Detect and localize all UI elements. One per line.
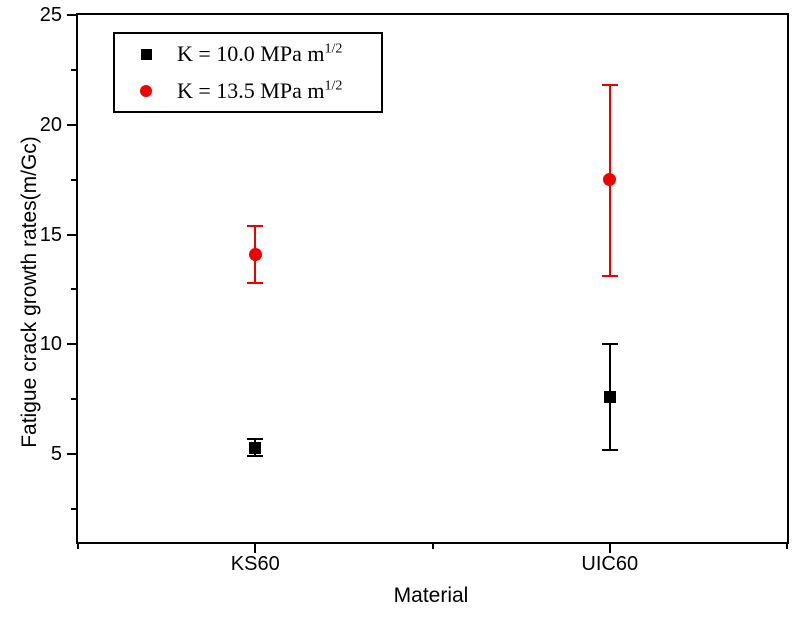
- error-bar-cap-top: [601, 343, 618, 346]
- x-major-tick: [608, 544, 611, 553]
- legend-label-superscript: 1/2: [324, 41, 343, 57]
- x-minor-tick: [77, 544, 79, 549]
- x-tick-label: UIC60: [581, 553, 639, 575]
- y-major-tick: [67, 343, 76, 346]
- legend-marker-cell: [115, 85, 177, 97]
- error-bar-cap-top: [247, 437, 264, 440]
- y-minor-tick: [71, 68, 76, 71]
- error-bar-cap-bottom: [601, 448, 618, 451]
- y-minor-tick: [71, 288, 76, 291]
- legend-label-text: K = 13.5 MPa m: [177, 78, 325, 103]
- legend-marker-cell: [115, 48, 177, 60]
- data-point-marker: [603, 391, 616, 404]
- plot-area: K = 10.0 MPa m1/2 K = 13.5 MPa m1/2 5 10 1…: [40, 5, 789, 574]
- legend-item-k10: K = 10.0 MPa m1/2: [115, 36, 381, 73]
- circle-marker-icon: [140, 85, 152, 97]
- y-minor-tick: [71, 398, 76, 401]
- error-bar-cap-bottom: [247, 281, 264, 284]
- x-axis-title: Material: [393, 584, 469, 607]
- data-point-marker: [249, 441, 262, 454]
- data-point-marker: [603, 173, 617, 187]
- error-bar-cap-top: [247, 224, 264, 227]
- y-minor-tick: [71, 178, 76, 181]
- x-tick-label: KS60: [230, 553, 280, 575]
- x-minor-tick: [786, 544, 788, 549]
- legend-label: K = 13.5 MPa m1/2: [177, 78, 342, 104]
- y-axis-title: Fatigue crack growth rates(m/Gc): [18, 136, 41, 448]
- legend-label-superscript: 1/2: [324, 78, 343, 94]
- y-major-tick: [67, 453, 76, 456]
- x-major-tick: [254, 544, 257, 553]
- y-tick-label: 5: [50, 443, 62, 466]
- legend: K = 10.0 MPa m1/2 K = 13.5 MPa m1/2: [113, 32, 383, 113]
- y-tick-label: 20: [39, 113, 62, 136]
- y-tick-label: 25: [39, 4, 62, 26]
- y-major-tick: [67, 233, 76, 236]
- y-major-tick: [67, 14, 76, 16]
- legend-item-k13-5: K = 13.5 MPa m1/2: [115, 73, 381, 110]
- legend-label: K = 10.0 MPa m1/2: [177, 41, 342, 67]
- y-tick-label: 10: [39, 333, 62, 356]
- y-tick-label: 15: [39, 223, 62, 246]
- legend-label-text: K = 10.0 MPa m: [177, 41, 325, 66]
- square-marker-icon: [140, 48, 152, 60]
- data-point-marker: [248, 247, 262, 261]
- y-minor-tick: [71, 508, 76, 511]
- error-bar-cap-top: [601, 84, 618, 87]
- error-bar-cap-bottom: [601, 275, 618, 278]
- y-major-tick: [67, 123, 76, 126]
- x-minor-tick: [431, 544, 434, 549]
- error-bar-cap-bottom: [247, 455, 264, 458]
